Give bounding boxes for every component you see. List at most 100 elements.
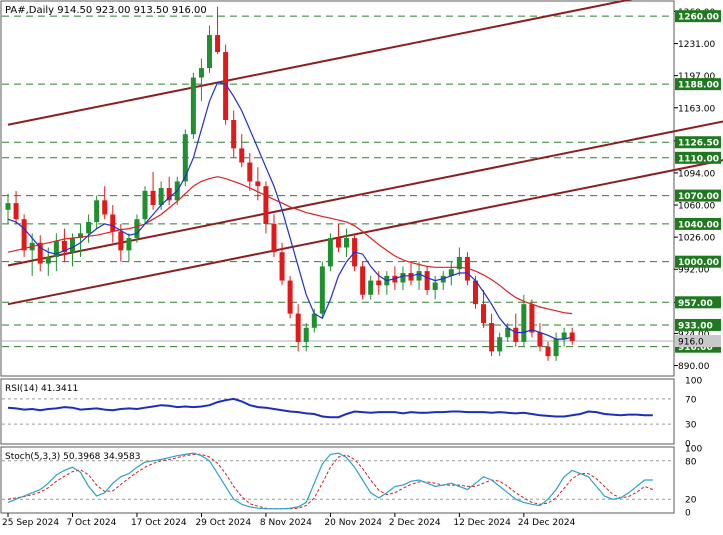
candle-body <box>198 68 204 78</box>
current-price-tag: 916.0 <box>675 335 721 348</box>
price-tick-label: 1060.00 <box>678 202 715 212</box>
candle-body <box>424 271 430 291</box>
price-tag-4: 1070.00 <box>675 189 721 202</box>
candle-body <box>416 271 422 281</box>
price-tag-bg <box>675 136 721 149</box>
current-price-bg <box>675 335 721 348</box>
candle-23 <box>190 72 196 139</box>
candle-body <box>86 222 92 234</box>
candle-body <box>53 240 59 257</box>
candle-36 <box>295 304 301 352</box>
price-tick-label: 1231.00 <box>678 40 715 50</box>
candle-2 <box>21 214 27 257</box>
candle-body <box>295 313 301 342</box>
candle-32 <box>263 181 269 234</box>
candle-body <box>432 282 438 291</box>
candle-41 <box>335 223 341 253</box>
date-tick-label: 7 Oct 2024 <box>66 518 116 528</box>
candle-body <box>150 190 156 206</box>
rsi-tick-label: 30 <box>685 421 697 431</box>
candle-body <box>376 280 382 286</box>
candle-body <box>360 266 366 295</box>
stoch-tick-label: 0 <box>685 509 691 519</box>
candle-31 <box>255 167 261 201</box>
price-tag-label: 910.00 <box>678 343 713 353</box>
candle-67 <box>545 341 551 361</box>
candle-39 <box>319 261 325 319</box>
candle-body <box>102 200 108 215</box>
stoch-tick-label: 80 <box>685 457 697 467</box>
channel-line-0 <box>7 0 633 126</box>
candle-body <box>400 273 406 283</box>
candle-70 <box>569 327 575 345</box>
candle-body <box>537 332 543 347</box>
candle-34 <box>279 242 285 286</box>
candle-body <box>190 77 196 135</box>
candle-12 <box>102 186 108 220</box>
rsi-panel-frame <box>0 378 675 445</box>
candle-60 <box>489 313 495 357</box>
candle-body <box>69 238 75 253</box>
date-tick-label: 24 Dec 2024 <box>518 518 576 528</box>
candle-body <box>561 332 567 340</box>
candle-body <box>505 327 511 338</box>
rsi-line <box>7 397 653 419</box>
candle-body <box>344 238 350 248</box>
date-tick-label: 12 Dec 2024 <box>453 518 511 528</box>
candle-30 <box>247 153 253 191</box>
rsi-tick-label: 0 <box>685 440 691 450</box>
candle-4 <box>37 235 43 272</box>
price-tag-6: 1000.00 <box>675 255 721 268</box>
candle-body <box>166 188 172 201</box>
candle-65 <box>529 299 535 338</box>
candle-40 <box>327 233 333 272</box>
candle-body <box>126 238 132 251</box>
candle-body <box>319 266 325 314</box>
candle-68 <box>553 332 559 361</box>
price-tag-label: 1110.00 <box>678 154 719 164</box>
candle-body <box>207 35 212 69</box>
price-tag-label: 933.00 <box>678 321 713 331</box>
candle-1 <box>13 190 19 224</box>
price-tick-label: 992.00 <box>678 266 710 276</box>
moving-averages <box>7 81 573 340</box>
price-tag-7: 957.00 <box>675 296 721 309</box>
main-header: PA#,Daily 914.50 923.00 913.50 916.00 <box>5 5 207 16</box>
price-tick-label: 1094.00 <box>678 169 715 179</box>
candle-69 <box>561 327 567 347</box>
candle-body <box>311 313 317 328</box>
candle-11 <box>94 195 100 229</box>
candle-42 <box>344 228 350 257</box>
candle-10 <box>86 214 92 243</box>
candle-body <box>327 238 333 267</box>
candle-body <box>513 327 519 342</box>
candle-body <box>239 148 245 163</box>
candle-body <box>408 273 414 281</box>
ma-slow-line <box>7 176 573 315</box>
price-level-tags: 1260.00 1188.00 1126.50 1110.00 1070.00 1040.… <box>675 10 721 353</box>
stoch-tick-label: 20 <box>685 496 697 506</box>
candle-62 <box>505 323 511 342</box>
candle-body <box>472 280 478 305</box>
price-tag-label: 957.00 <box>678 299 713 309</box>
candle-body <box>287 280 293 314</box>
candle-body <box>529 304 535 333</box>
stoch-main-line <box>7 452 653 510</box>
candle-49 <box>400 266 406 291</box>
main-gridlines <box>2 15 674 348</box>
candle-25 <box>207 25 212 73</box>
date-axis: 25 Sep 2024 7 Oct 2024 17 Oct 2024 29 Oct 2… <box>2 513 576 528</box>
candle-66 <box>537 323 543 352</box>
price-tag-1: 1188.00 <box>675 78 721 91</box>
date-tick-label: 2 Dec 2024 <box>389 518 441 528</box>
price-tag-label: 1070.00 <box>678 192 719 202</box>
candle-44 <box>360 261 366 300</box>
main-panel-frame <box>0 0 675 377</box>
candle-16 <box>134 214 140 243</box>
price-tag-bg <box>675 10 721 23</box>
price-tag-bg <box>675 217 721 230</box>
candle-body <box>368 280 374 295</box>
candle-body <box>456 256 462 270</box>
channel-line-2 <box>7 159 723 306</box>
